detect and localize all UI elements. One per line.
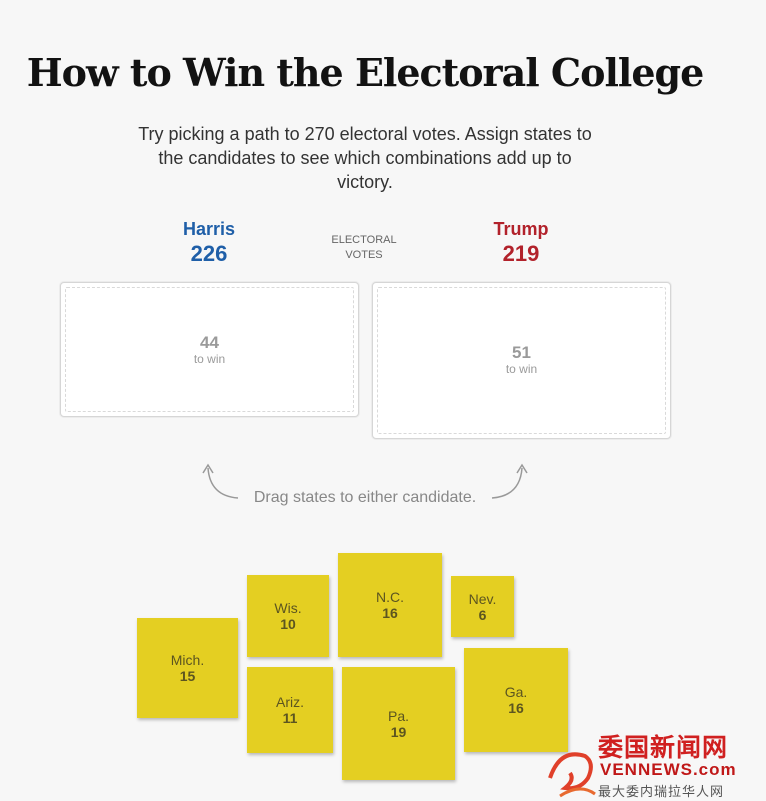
state-electoral-votes: 10 (280, 616, 296, 632)
state-electoral-votes: 16 (508, 700, 524, 716)
state-tile-north-carolina[interactable]: N.C. 16 (338, 553, 442, 657)
state-abbr: N.C. (376, 589, 404, 605)
state-electoral-votes: 11 (282, 710, 298, 726)
state-tile-nevada[interactable]: Nev. 6 (451, 576, 514, 637)
state-tile-michigan[interactable]: Mich. 15 (137, 618, 238, 718)
trump-name: Trump (493, 219, 549, 239)
watermark-dragon-logo (548, 752, 596, 798)
harris-to-win-number: 44 (200, 333, 219, 352)
state-electoral-votes: 16 (382, 605, 398, 621)
harris-to-win: 44 to win (61, 333, 358, 366)
state-abbr: Nev. (468, 590, 497, 607)
harris-name: Harris (182, 219, 236, 239)
state-electoral-votes: 6 (478, 606, 487, 623)
state-tile-georgia[interactable]: Ga. 16 (464, 648, 568, 752)
state-abbr: Ariz. (276, 694, 304, 710)
harris-votes: 226 (190, 241, 228, 266)
state-tile-arizona[interactable]: Ariz. 11 (247, 667, 333, 753)
watermark-site: VENNEWS.com (600, 760, 737, 779)
arrow-left-icon (202, 463, 239, 499)
trump-to-win-number: 51 (512, 343, 531, 362)
state-abbr: Pa. (387, 707, 409, 724)
state-abbr: Ga. (504, 684, 528, 700)
harris-to-win-label: to win (193, 352, 226, 366)
electoral-votes-label: ELECTORAL VOTES (331, 234, 397, 261)
state-electoral-votes: 19 (390, 723, 407, 740)
state-electoral-votes: 15 (179, 668, 196, 684)
state-tile-pennsylvania[interactable]: Pa. 19 (342, 667, 455, 780)
state-tile-wisconsin[interactable]: Wis. 10 (247, 575, 329, 657)
harris-drop-zone[interactable]: 44 to win (60, 282, 359, 417)
trump-votes: 219 (502, 241, 540, 266)
trump-to-win-label: to win (505, 362, 538, 376)
trump-to-win: 51 to win (373, 343, 670, 376)
watermark-tagline: 最大委内瑞拉华人网 (598, 784, 725, 799)
state-abbr: Mich. (170, 652, 205, 668)
arrow-right-icon (491, 463, 528, 499)
trump-drop-zone[interactable]: 51 to win (372, 282, 671, 439)
watermark-chinese: 委国新闻网 (598, 734, 729, 762)
page-subtitle: Try picking a path to 270 electoral vote… (138, 124, 592, 192)
page-title: How to Win the Electoral College (26, 50, 705, 95)
state-abbr: Wis. (274, 600, 302, 616)
drag-hint: Drag states to either candidate. (253, 489, 477, 506)
